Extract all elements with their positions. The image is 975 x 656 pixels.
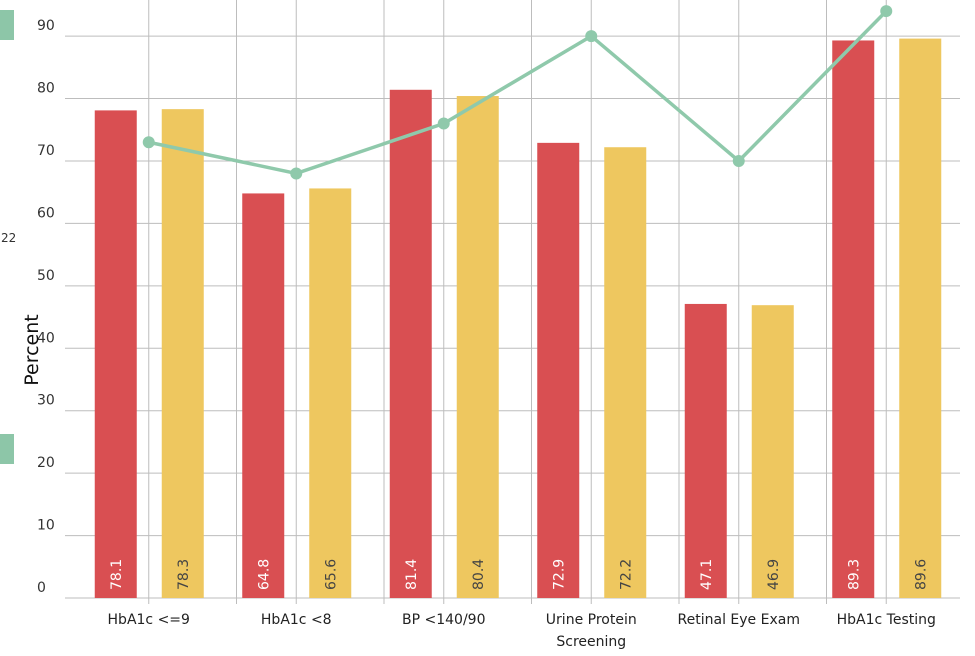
- y-tick-label: 50: [37, 268, 55, 284]
- left-edge-fragments: 22: [0, 10, 16, 464]
- trend-line-point: [437, 117, 450, 130]
- edge-text-fragment: 22: [1, 231, 16, 245]
- y-tick-label: 10: [37, 518, 55, 534]
- bar-value-label: 72.2: [618, 559, 634, 590]
- bar-value-label: 78.3: [176, 559, 192, 590]
- y-tick-label: 0: [37, 580, 46, 596]
- trend-line-point: [142, 136, 155, 149]
- bar-value-label: 89.3: [846, 559, 862, 590]
- y-axis-label: Percent: [21, 314, 43, 386]
- category-label: HbA1c <8: [261, 612, 332, 628]
- trend-line-point: [585, 30, 598, 43]
- bar: [832, 40, 875, 599]
- trend-line-point: [732, 154, 745, 167]
- bars: 78.1 64.8 81.4 72.9 47.1 89.3 78.3 65.6 80.4 72.2…: [94, 38, 942, 599]
- trend-line-point: [290, 167, 303, 180]
- bar-value-label: 80.4: [471, 559, 487, 590]
- bar-value-label: 46.9: [766, 559, 782, 590]
- y-tick-label: 60: [37, 205, 55, 221]
- bar-value-label: 81.4: [404, 559, 420, 590]
- grid: [65, 0, 960, 604]
- edge-legend-swatch-bottom: [0, 434, 14, 464]
- bar: [389, 89, 432, 598]
- bar: [604, 147, 647, 598]
- y-tick-label: 70: [37, 143, 55, 159]
- category-label: Screening: [556, 634, 626, 650]
- bar-value-label: 72.9: [551, 559, 567, 590]
- bar: [684, 303, 727, 598]
- bar: [456, 96, 499, 599]
- bar-value-label: 64.8: [256, 559, 272, 590]
- edge-legend-swatch-top: [0, 10, 14, 40]
- trend-line-point: [880, 5, 893, 18]
- y-tick-labels: 0 10 20 30 40 50 60 70 80 90: [37, 18, 55, 596]
- category-labels: HbA1c <=9 HbA1c <8 BP <140/90 Urine Protein…: [108, 612, 936, 650]
- y-tick-label: 90: [37, 18, 55, 34]
- bar: [161, 109, 204, 599]
- bar: [751, 305, 794, 598]
- category-label: BP <140/90: [402, 612, 485, 628]
- bar-value-label: 65.6: [323, 559, 339, 590]
- trend-line-path: [148, 9, 888, 176]
- bar: [242, 193, 285, 598]
- y-tick-label: 30: [37, 393, 55, 409]
- y-tick-label: 80: [37, 81, 55, 97]
- bar: [537, 142, 580, 598]
- y-tick-label: 20: [37, 455, 55, 471]
- category-label: HbA1c <=9: [108, 612, 190, 628]
- bar: [899, 38, 942, 599]
- y-tick-label: 40: [37, 330, 55, 346]
- category-label: Urine Protein: [546, 612, 637, 628]
- bar-value-label: 78.1: [109, 559, 125, 590]
- bar-value-label: 89.6: [913, 559, 929, 590]
- category-label: HbA1c Testing: [837, 612, 936, 628]
- trend-line: [142, 5, 893, 180]
- bar: [309, 188, 352, 598]
- bar: [94, 110, 137, 598]
- category-label: Retinal Eye Exam: [678, 612, 800, 628]
- bar-value-label: 47.1: [699, 559, 715, 590]
